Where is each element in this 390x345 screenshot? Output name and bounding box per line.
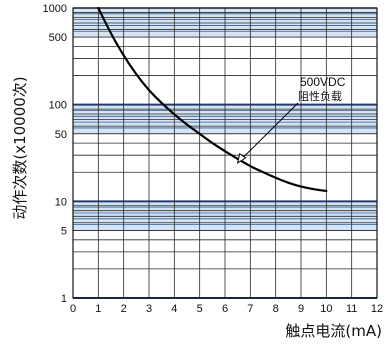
x-tick-label-1: 1: [95, 303, 101, 315]
series-line-0: [97, 6, 328, 193]
x-tick-label-4: 4: [171, 303, 177, 315]
annotation: 500VDC 阻性负载: [236, 75, 346, 164]
y-axis-title: 动作次数(x10000次): [11, 76, 29, 219]
annotation-leader: [237, 102, 299, 164]
plot-frame: [72, 7, 378, 299]
x-tick-label-7: 7: [247, 303, 253, 315]
x-tick-label-2: 2: [121, 303, 127, 315]
chart-series: [97, 6, 328, 193]
y-tick-label-1000: 1000: [43, 3, 67, 15]
y-tick-label-500: 500: [49, 32, 67, 44]
y-tick-label-1: 1: [61, 293, 67, 305]
annotation-voltage: 500VDC: [300, 75, 346, 89]
x-tick-label-5: 5: [197, 303, 203, 315]
x-tick-label-11: 11: [346, 303, 357, 315]
y-tick-label-5: 5: [61, 225, 67, 237]
annotation-load: 阻性负载: [298, 89, 342, 103]
x-tick-label-0: 0: [70, 303, 76, 315]
x-axis-title: 触点电流(mA): [285, 322, 382, 340]
x-tick-label-6: 6: [222, 303, 228, 315]
y-tick-label-10: 10: [55, 196, 67, 208]
x-tick-label-3: 3: [146, 303, 152, 315]
x-tick-label-12: 12: [371, 303, 383, 315]
chart-grid: [72, 7, 378, 299]
annotation-arrowhead: [236, 153, 247, 164]
x-tick-label-10: 10: [320, 303, 332, 315]
y-tick-label-50: 50: [55, 129, 67, 141]
x-tick-label-9: 9: [298, 303, 304, 315]
x-tick-label-8: 8: [273, 303, 279, 315]
y-tick-label-100: 100: [49, 100, 67, 112]
